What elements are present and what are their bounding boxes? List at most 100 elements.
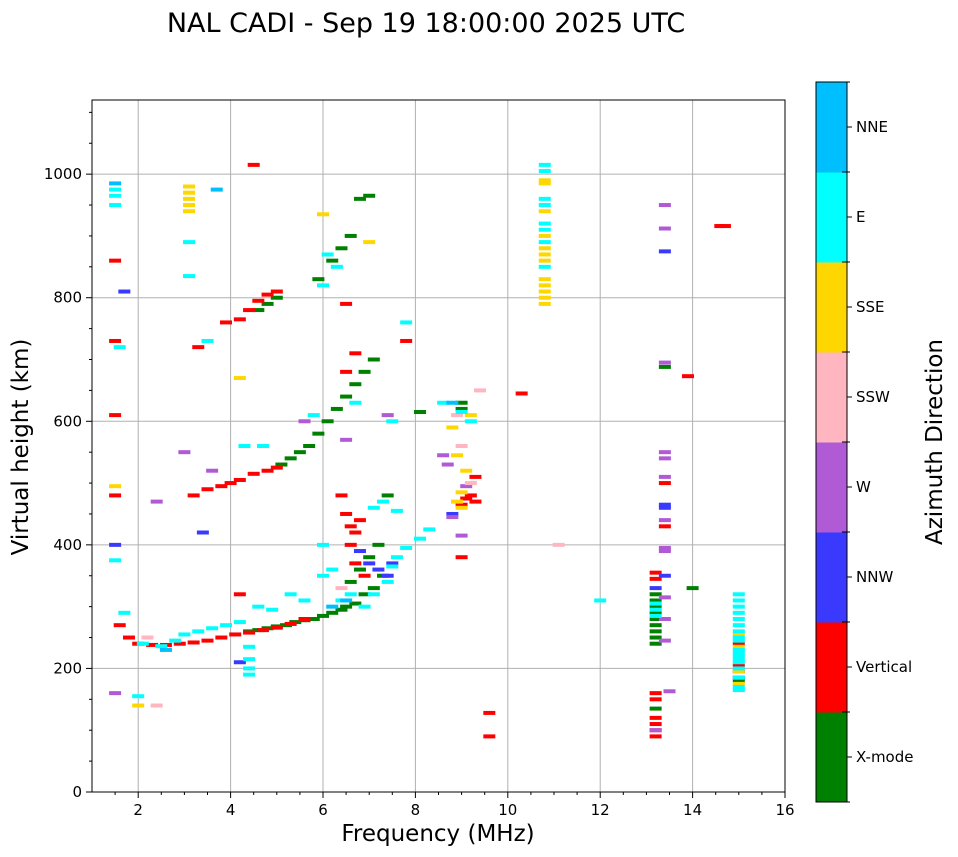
echo-point-e	[649, 601, 662, 606]
echo-point-w	[460, 484, 473, 489]
colorbar-ticks: X-mode Vertical NNW W SSW SSE E NNE	[842, 81, 913, 803]
echo-point-vertical	[243, 308, 256, 313]
echo-point-x-mode	[367, 357, 380, 362]
echo-point-vertical	[243, 630, 256, 635]
echo-point-vertical	[247, 471, 260, 476]
echo-point-sse	[183, 209, 196, 214]
echo-point-sse	[460, 468, 473, 473]
echo-point-vertical	[284, 621, 297, 626]
colorbar-tick-label: NNW	[856, 568, 893, 586]
echo-point-e	[400, 320, 413, 325]
echo-point-sse	[455, 505, 468, 510]
echo-point-x-mode	[649, 598, 662, 603]
echo-point-x-mode	[649, 629, 662, 634]
echo-point-sse	[446, 425, 459, 430]
echo-point-x-mode	[307, 617, 320, 621]
echo-point-e	[732, 647, 745, 652]
x-tick-label: 10	[498, 801, 517, 819]
echo-point-e	[455, 410, 468, 415]
echo-point-e	[538, 169, 551, 174]
echo-point-w	[178, 450, 191, 455]
echo-point-vertical	[464, 493, 477, 498]
echo-point-e	[317, 573, 329, 578]
echo-point-vertical	[261, 468, 274, 473]
echo-point-e	[201, 338, 214, 343]
echo-point-e	[732, 604, 745, 609]
echo-point-e	[136, 641, 149, 646]
echo-point-e	[243, 672, 256, 677]
echo-point-e	[118, 610, 131, 615]
echo-point-nne	[109, 181, 122, 186]
echo-point-w	[658, 595, 671, 600]
echo-point-w	[446, 515, 459, 520]
echo-point-w	[340, 437, 353, 442]
echo-point-e	[732, 675, 745, 680]
echo-point-e	[649, 607, 662, 612]
echo-point-sse	[450, 453, 463, 458]
echo-point-e	[732, 666, 745, 671]
echo-point-vertical	[469, 499, 482, 504]
echo-point-e	[109, 187, 122, 192]
echo-point-e	[538, 196, 551, 201]
echo-point-x-mode	[349, 382, 362, 387]
echo-point-e	[538, 203, 551, 208]
echo-point-x-mode	[303, 444, 316, 448]
echo-point-sse	[538, 289, 551, 294]
echo-point-x-mode	[293, 450, 306, 455]
echo-point-x-mode	[317, 613, 329, 618]
echo-point-e	[358, 604, 371, 609]
y-tick-label: 600	[53, 412, 82, 430]
echo-point-nne	[446, 400, 459, 405]
echo-point-vertical	[233, 317, 246, 322]
echo-point-vertical	[270, 289, 283, 294]
colorbar-segment	[816, 622, 847, 713]
echo-point-vertical	[298, 617, 311, 621]
echo-point-vertical	[224, 481, 237, 486]
echo-point-vertical	[469, 474, 482, 479]
echo-point-vertical	[681, 374, 694, 379]
echo-point-x-mode	[367, 586, 380, 591]
echo-point-vertical	[270, 625, 283, 630]
echo-point-x-mode	[358, 369, 371, 374]
colorbar-tick-label: W	[856, 478, 871, 496]
echo-point-vertical	[400, 338, 413, 343]
echo-point-vertical	[349, 351, 362, 356]
echo-point-e	[109, 558, 122, 563]
echo-point-e	[155, 644, 168, 649]
echo-point-vertical	[483, 734, 496, 739]
x-tick-label: 8	[411, 801, 421, 819]
echo-point-w	[658, 450, 671, 455]
echo-point-nnw	[233, 660, 246, 665]
echo-point-x-mode	[455, 406, 468, 411]
echo-point-nnw	[381, 573, 394, 578]
echo-point-e	[243, 644, 256, 649]
echo-point-x-mode	[455, 400, 468, 405]
echo-point-vertical	[256, 628, 269, 633]
echo-point-vertical	[658, 481, 671, 486]
echo-point-nnw	[386, 561, 399, 566]
echo-point-vertical	[649, 722, 662, 727]
echo-point-w	[150, 499, 163, 504]
echo-point-vertical	[201, 638, 214, 643]
echo-point-x-mode	[312, 277, 325, 282]
echo-point-e	[377, 499, 390, 504]
x-tick-label: 16	[775, 801, 794, 819]
echo-point-x-mode	[414, 410, 427, 415]
echo-point-vertical	[192, 345, 205, 350]
echo-point-x-mode	[649, 604, 662, 609]
echo-point-vertical	[233, 592, 246, 597]
echo-point-sse	[464, 413, 477, 418]
echo-point-x-mode	[649, 617, 662, 621]
echo-point-nnw	[658, 505, 671, 510]
echo-point-x-mode	[363, 193, 376, 198]
echo-point-e	[206, 626, 219, 631]
echo-point-x-mode	[363, 555, 376, 560]
echo-point-e	[284, 592, 297, 597]
colorbar-segment	[816, 442, 847, 533]
echo-point-nnw	[649, 586, 662, 591]
echo-point-vertical	[649, 570, 662, 575]
echo-point-sse	[538, 283, 551, 288]
y-tick-label: 800	[53, 289, 82, 307]
echo-point-e	[183, 274, 196, 279]
